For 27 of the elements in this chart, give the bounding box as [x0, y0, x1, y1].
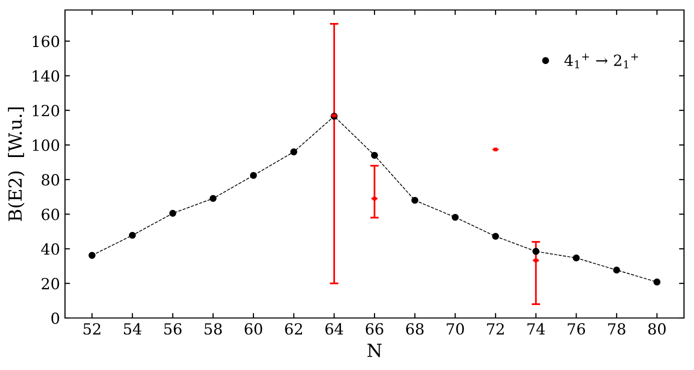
x-axis-title: N	[367, 344, 382, 358]
x-tick-label: 72	[487, 323, 504, 334]
y-tick-label: 120	[32, 104, 60, 116]
x-tick-label: 66	[366, 323, 384, 335]
x-tick-label: 62	[285, 323, 302, 335]
legend-label: 4$_{1}$$^{+}$ → 2$_{1}$$^{+}$	[564, 54, 638, 68]
y-tick-label: 100	[32, 139, 60, 151]
x-tick-label: 64	[325, 323, 344, 335]
x-tick-label: 56	[164, 323, 182, 335]
y-tick-label: 20	[42, 278, 60, 290]
x-tick-label: 76	[568, 323, 586, 335]
y-tick-label: 140	[32, 70, 60, 82]
y-tick-label: 60	[42, 208, 60, 220]
x-tick-label: 60	[244, 323, 262, 335]
y-axis-title: B(E2) [W.u.]	[8, 108, 24, 222]
y-tick-label: 80	[42, 174, 60, 186]
x-tick-label: 80	[648, 323, 666, 335]
y-tick-label: 40	[41, 243, 60, 255]
x-tick-label: 70	[446, 323, 464, 335]
x-tick-label: 52	[84, 323, 100, 335]
x-tick-label: 68	[406, 323, 424, 335]
x-tick-label: 74	[527, 323, 545, 334]
y-tick-label: 160	[32, 36, 60, 48]
y-tick-label: 0	[51, 312, 60, 324]
x-tick-label: 54	[124, 323, 142, 335]
x-tick-label: 58	[204, 323, 222, 335]
x-tick-label: 78	[608, 323, 626, 335]
